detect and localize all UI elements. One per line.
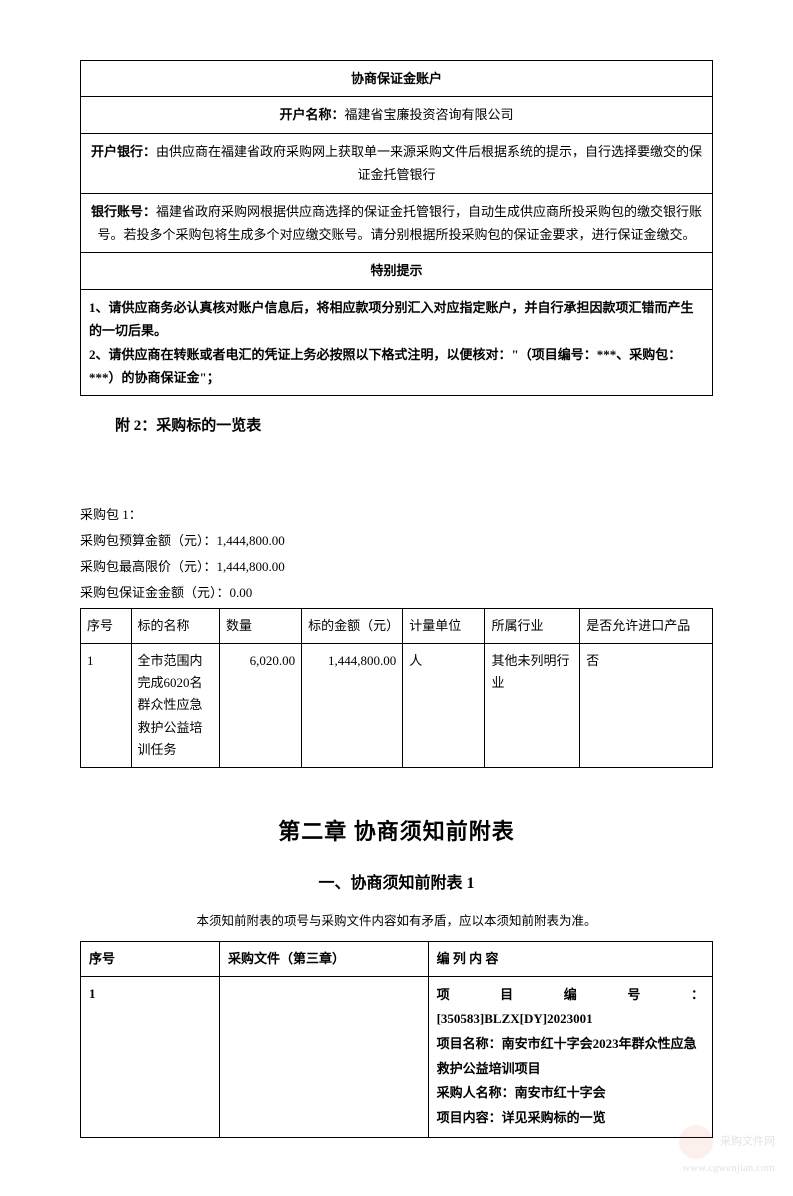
pref-h-2: 编 列 内 容 [428,941,712,976]
items-h-1: 标的名称 [131,609,219,644]
pref-h-0: 序号 [81,941,220,976]
preface-table: 序号 采购文件（第三章） 编 列 内 容 1 项目编号： [350583]BLZ… [80,941,713,1138]
item-unit: 人 [403,644,485,767]
sub-title: 一、协商须知前附表 1 [80,870,713,897]
table-row: 1 项目编号： [350583]BLZX[DY]2023001 项目名称：南安市… [81,976,713,1137]
note-text: 本须知前附表的项号与采购文件内容如有矛盾，应以本须知前附表为准。 [80,911,713,932]
item-import: 否 [580,644,713,767]
item-name: 全市范围内完成6020名群众性应急救护公益培训任务 [131,644,219,767]
items-h-6: 是否允许进口产品 [580,609,713,644]
package-budget: 采购包预算金额（元）：1,444,800.00 [80,530,713,552]
pref-header-row: 序号 采购文件（第三章） 编 列 内 容 [81,941,713,976]
pref-file [220,976,429,1137]
account-row-name: 开户名称：福建省宝廉投资咨询有限公司 [81,97,713,133]
chapter-title: 第二章 协商须知前附表 [80,813,713,850]
items-h-5: 所属行业 [485,609,580,644]
account-title: 协商保证金账户 [81,61,713,97]
proj-no: [350583]BLZX[DY]2023001 [437,1007,704,1032]
items-header-row: 序号 标的名称 数量 标的金额（元） 计量单位 所属行业 是否允许进口产品 [81,609,713,644]
account-row-bank: 开户银行：由供应商在福建省政府采购网上获取单一来源采购文件后根据系统的提示，自行… [81,133,713,193]
package-ceiling: 采购包最高限价（元）：1,444,800.00 [80,556,713,578]
pref-h-1: 采购文件（第三章） [220,941,429,976]
attachment2-heading: 附 2：采购标的一览表 [115,414,713,440]
table-row: 1 全市范围内完成6020名群众性应急救护公益培训任务 6,020.00 1,4… [81,644,713,767]
item-amount: 1,444,800.00 [302,644,403,767]
items-table: 序号 标的名称 数量 标的金额（元） 计量单位 所属行业 是否允许进口产品 1 … [80,608,713,768]
package-deposit: 采购包保证金金额（元）：0.00 [80,582,713,604]
pref-seq: 1 [81,976,220,1137]
special-items: 1、请供应商务必认真核对账户信息后，将相应款项分别汇入对应指定账户，并自行承担因… [81,289,713,396]
pref-content: 项目编号： [350583]BLZX[DY]2023001 项目名称：南安市红十… [428,976,712,1137]
items-h-2: 数量 [220,609,302,644]
item-industry: 其他未列明行业 [485,644,580,767]
deposit-account-table: 协商保证金账户 开户名称：福建省宝廉投资咨询有限公司 开户银行：由供应商在福建省… [80,60,713,396]
items-h-4: 计量单位 [403,609,485,644]
items-h-3: 标的金额（元） [302,609,403,644]
item-seq: 1 [81,644,132,767]
package-name: 采购包 1： [80,504,713,526]
account-row-number: 银行账号：福建省政府采购网根据供应商选择的保证金托管银行，自动生成供应商所投采购… [81,193,713,253]
items-h-0: 序号 [81,609,132,644]
item-qty: 6,020.00 [220,644,302,767]
special-title: 特别提示 [81,253,713,289]
